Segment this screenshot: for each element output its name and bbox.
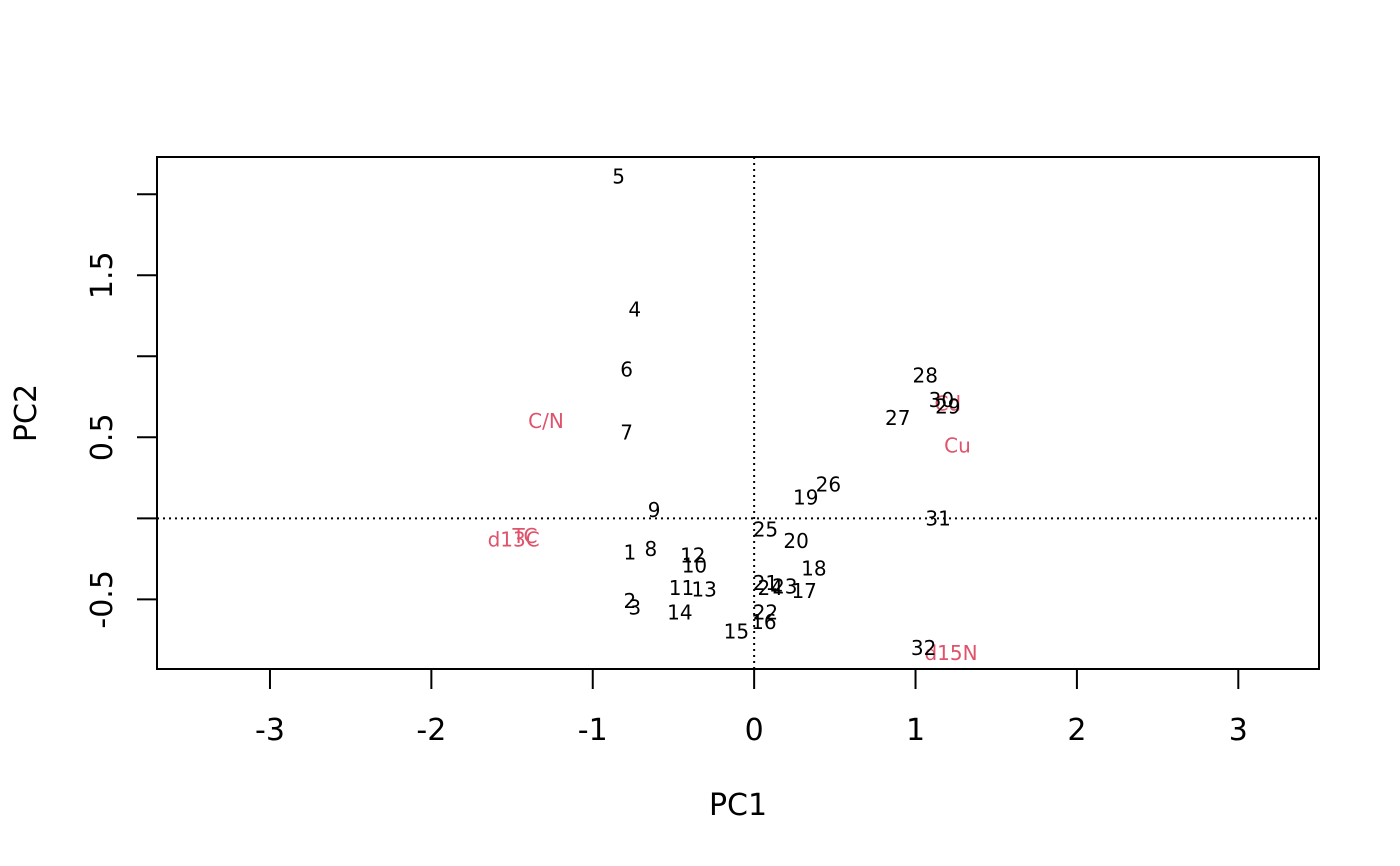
observation-label: 2 bbox=[624, 589, 637, 613]
variable-label: C/N bbox=[528, 409, 564, 433]
x-tick-label: 1 bbox=[906, 713, 925, 748]
x-tick-label: -1 bbox=[578, 713, 608, 748]
x-axis-title: PC1 bbox=[709, 788, 767, 823]
observation-label: 12 bbox=[680, 544, 705, 568]
y-axis: -0.5 0.5 1.5 bbox=[85, 193, 158, 629]
observation-label: 11 bbox=[669, 576, 694, 600]
observation-label: 13 bbox=[691, 578, 716, 602]
variable-label: d15N bbox=[924, 641, 977, 665]
observation-label: 10 bbox=[682, 553, 707, 577]
observation-label: 16 bbox=[751, 610, 776, 634]
observation-label: 32 bbox=[911, 636, 936, 660]
observation-label: 27 bbox=[885, 406, 910, 430]
variable-label: TC bbox=[511, 524, 537, 548]
y-axis-title: PC2 bbox=[9, 384, 44, 442]
observation-label: 21 bbox=[753, 571, 778, 595]
observation-label: 8 bbox=[644, 537, 657, 561]
observation-label: 28 bbox=[912, 364, 937, 388]
x-tick-label: 3 bbox=[1229, 713, 1248, 748]
x-tick-label: 0 bbox=[745, 713, 764, 748]
observation-label: 1 bbox=[624, 540, 637, 564]
observation-label: 24 bbox=[758, 576, 783, 600]
observation-label: 17 bbox=[791, 579, 816, 603]
y-tick-label: 0.5 bbox=[85, 413, 120, 461]
variable-label: Cu bbox=[944, 433, 971, 457]
observation-label: 25 bbox=[753, 518, 778, 542]
observation-label: 22 bbox=[753, 600, 778, 624]
observation-label: 18 bbox=[801, 557, 826, 581]
observation-label: 4 bbox=[628, 297, 641, 321]
x-tick-label: 2 bbox=[1067, 713, 1086, 748]
observation-label: 5 bbox=[612, 164, 625, 188]
y-tick-label: 1.5 bbox=[85, 251, 120, 299]
x-tick-label: -3 bbox=[255, 713, 285, 748]
plot-frame bbox=[156, 156, 1320, 670]
reference-lines bbox=[157, 157, 1319, 669]
x-tick-label: -2 bbox=[416, 713, 446, 748]
observation-label: 19 bbox=[793, 485, 818, 509]
observation-label: 20 bbox=[783, 529, 808, 553]
variable-label: d13C bbox=[488, 527, 540, 551]
x-axis: -3 -2 -1 0 1 2 3 bbox=[255, 668, 1248, 748]
observation-label: 23 bbox=[772, 574, 797, 598]
y-tick-label: -0.5 bbox=[85, 570, 120, 629]
observation-label: 26 bbox=[816, 472, 841, 496]
observation-label: 9 bbox=[648, 498, 661, 522]
observation-label: 31 bbox=[925, 506, 950, 530]
observation-label: 3 bbox=[628, 595, 641, 619]
observation-label: 29 bbox=[935, 395, 960, 419]
variable-label: Cd bbox=[934, 391, 961, 415]
observation-label: 15 bbox=[724, 620, 749, 644]
observation-label: 14 bbox=[667, 600, 692, 624]
observation-label: 30 bbox=[929, 388, 954, 412]
observation-label: 6 bbox=[620, 357, 633, 381]
observation-label: 7 bbox=[620, 420, 633, 444]
